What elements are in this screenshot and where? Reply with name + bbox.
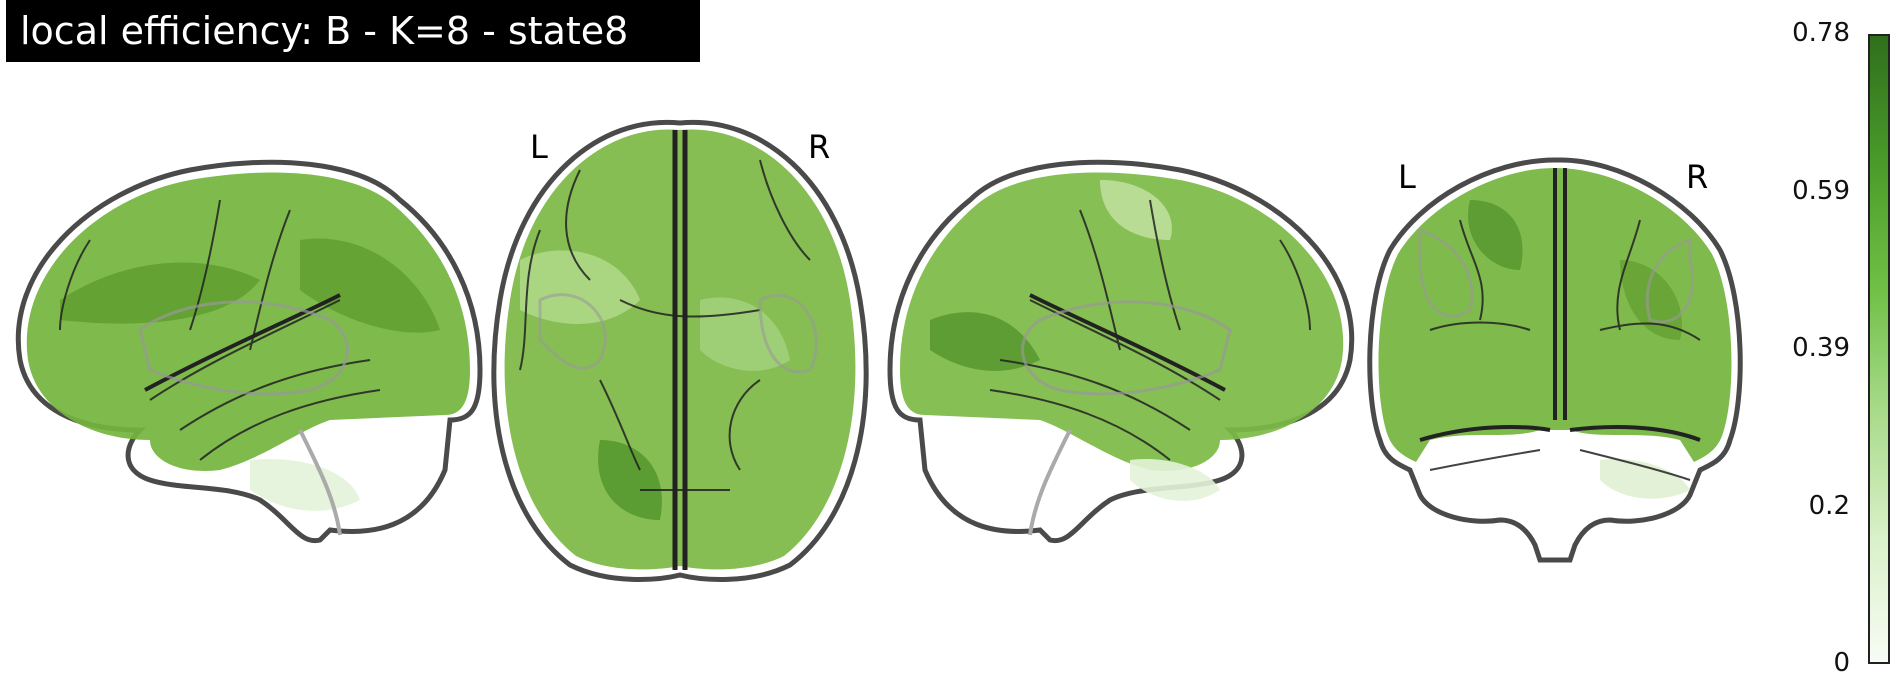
axial-inner <box>538 293 818 374</box>
colorbar-tick-label: 0.78 <box>1792 18 1850 48</box>
colorbar-tick-label: 0 <box>1833 648 1850 678</box>
sagittal-right-patch-1 <box>930 312 1040 371</box>
axial-patch-1 <box>520 250 640 324</box>
sagittal-right-activation <box>900 172 1344 471</box>
sagittal-right-cerebellum-light <box>1130 459 1220 501</box>
sagittal-right-view <box>887 159 1355 544</box>
axial-sulci <box>519 159 811 492</box>
sagittal-right-inner <box>1021 300 1232 396</box>
colorbar-tick-label: 0.59 <box>1792 175 1850 206</box>
sagittal-left-inner <box>138 300 349 396</box>
colorbar-tick-label: 0.39 <box>1792 333 1850 363</box>
sagittal-left-brainstem <box>298 429 342 536</box>
coronal-right-label: R <box>1686 158 1709 196</box>
coronal-inner <box>1418 227 1695 324</box>
colorbar-tick-label: 0.2 <box>1808 490 1850 521</box>
sagittal-left-sylvian <box>144 293 341 392</box>
axial-midline <box>672 130 688 570</box>
coronal-midline <box>1553 168 1567 420</box>
sagittal-left-view <box>15 159 483 544</box>
axial-activation <box>504 129 856 570</box>
coronal-view <box>1367 157 1743 563</box>
sagittal-right-brainstem <box>1028 429 1072 536</box>
coronal-left-label: L <box>1398 158 1416 196</box>
axial-left-label: L <box>530 128 548 166</box>
coronal-patch-3 <box>1600 459 1690 499</box>
colorbar <box>1868 34 1890 664</box>
axial-right-label: R <box>808 128 831 166</box>
sagittal-left-patch-2 <box>300 238 440 333</box>
sagittal-right-sylvian <box>1029 293 1226 392</box>
coronal-sulci <box>1429 219 1701 481</box>
figure-title: local efficiency: B - K=8 - state8 <box>6 0 700 62</box>
coronal-patch-1 <box>1468 200 1523 270</box>
sagittal-left-patch-1 <box>60 262 260 324</box>
axial-patch-3 <box>598 440 662 520</box>
axial-view <box>491 119 869 582</box>
coronal-cerebellum-line <box>1419 425 1701 442</box>
